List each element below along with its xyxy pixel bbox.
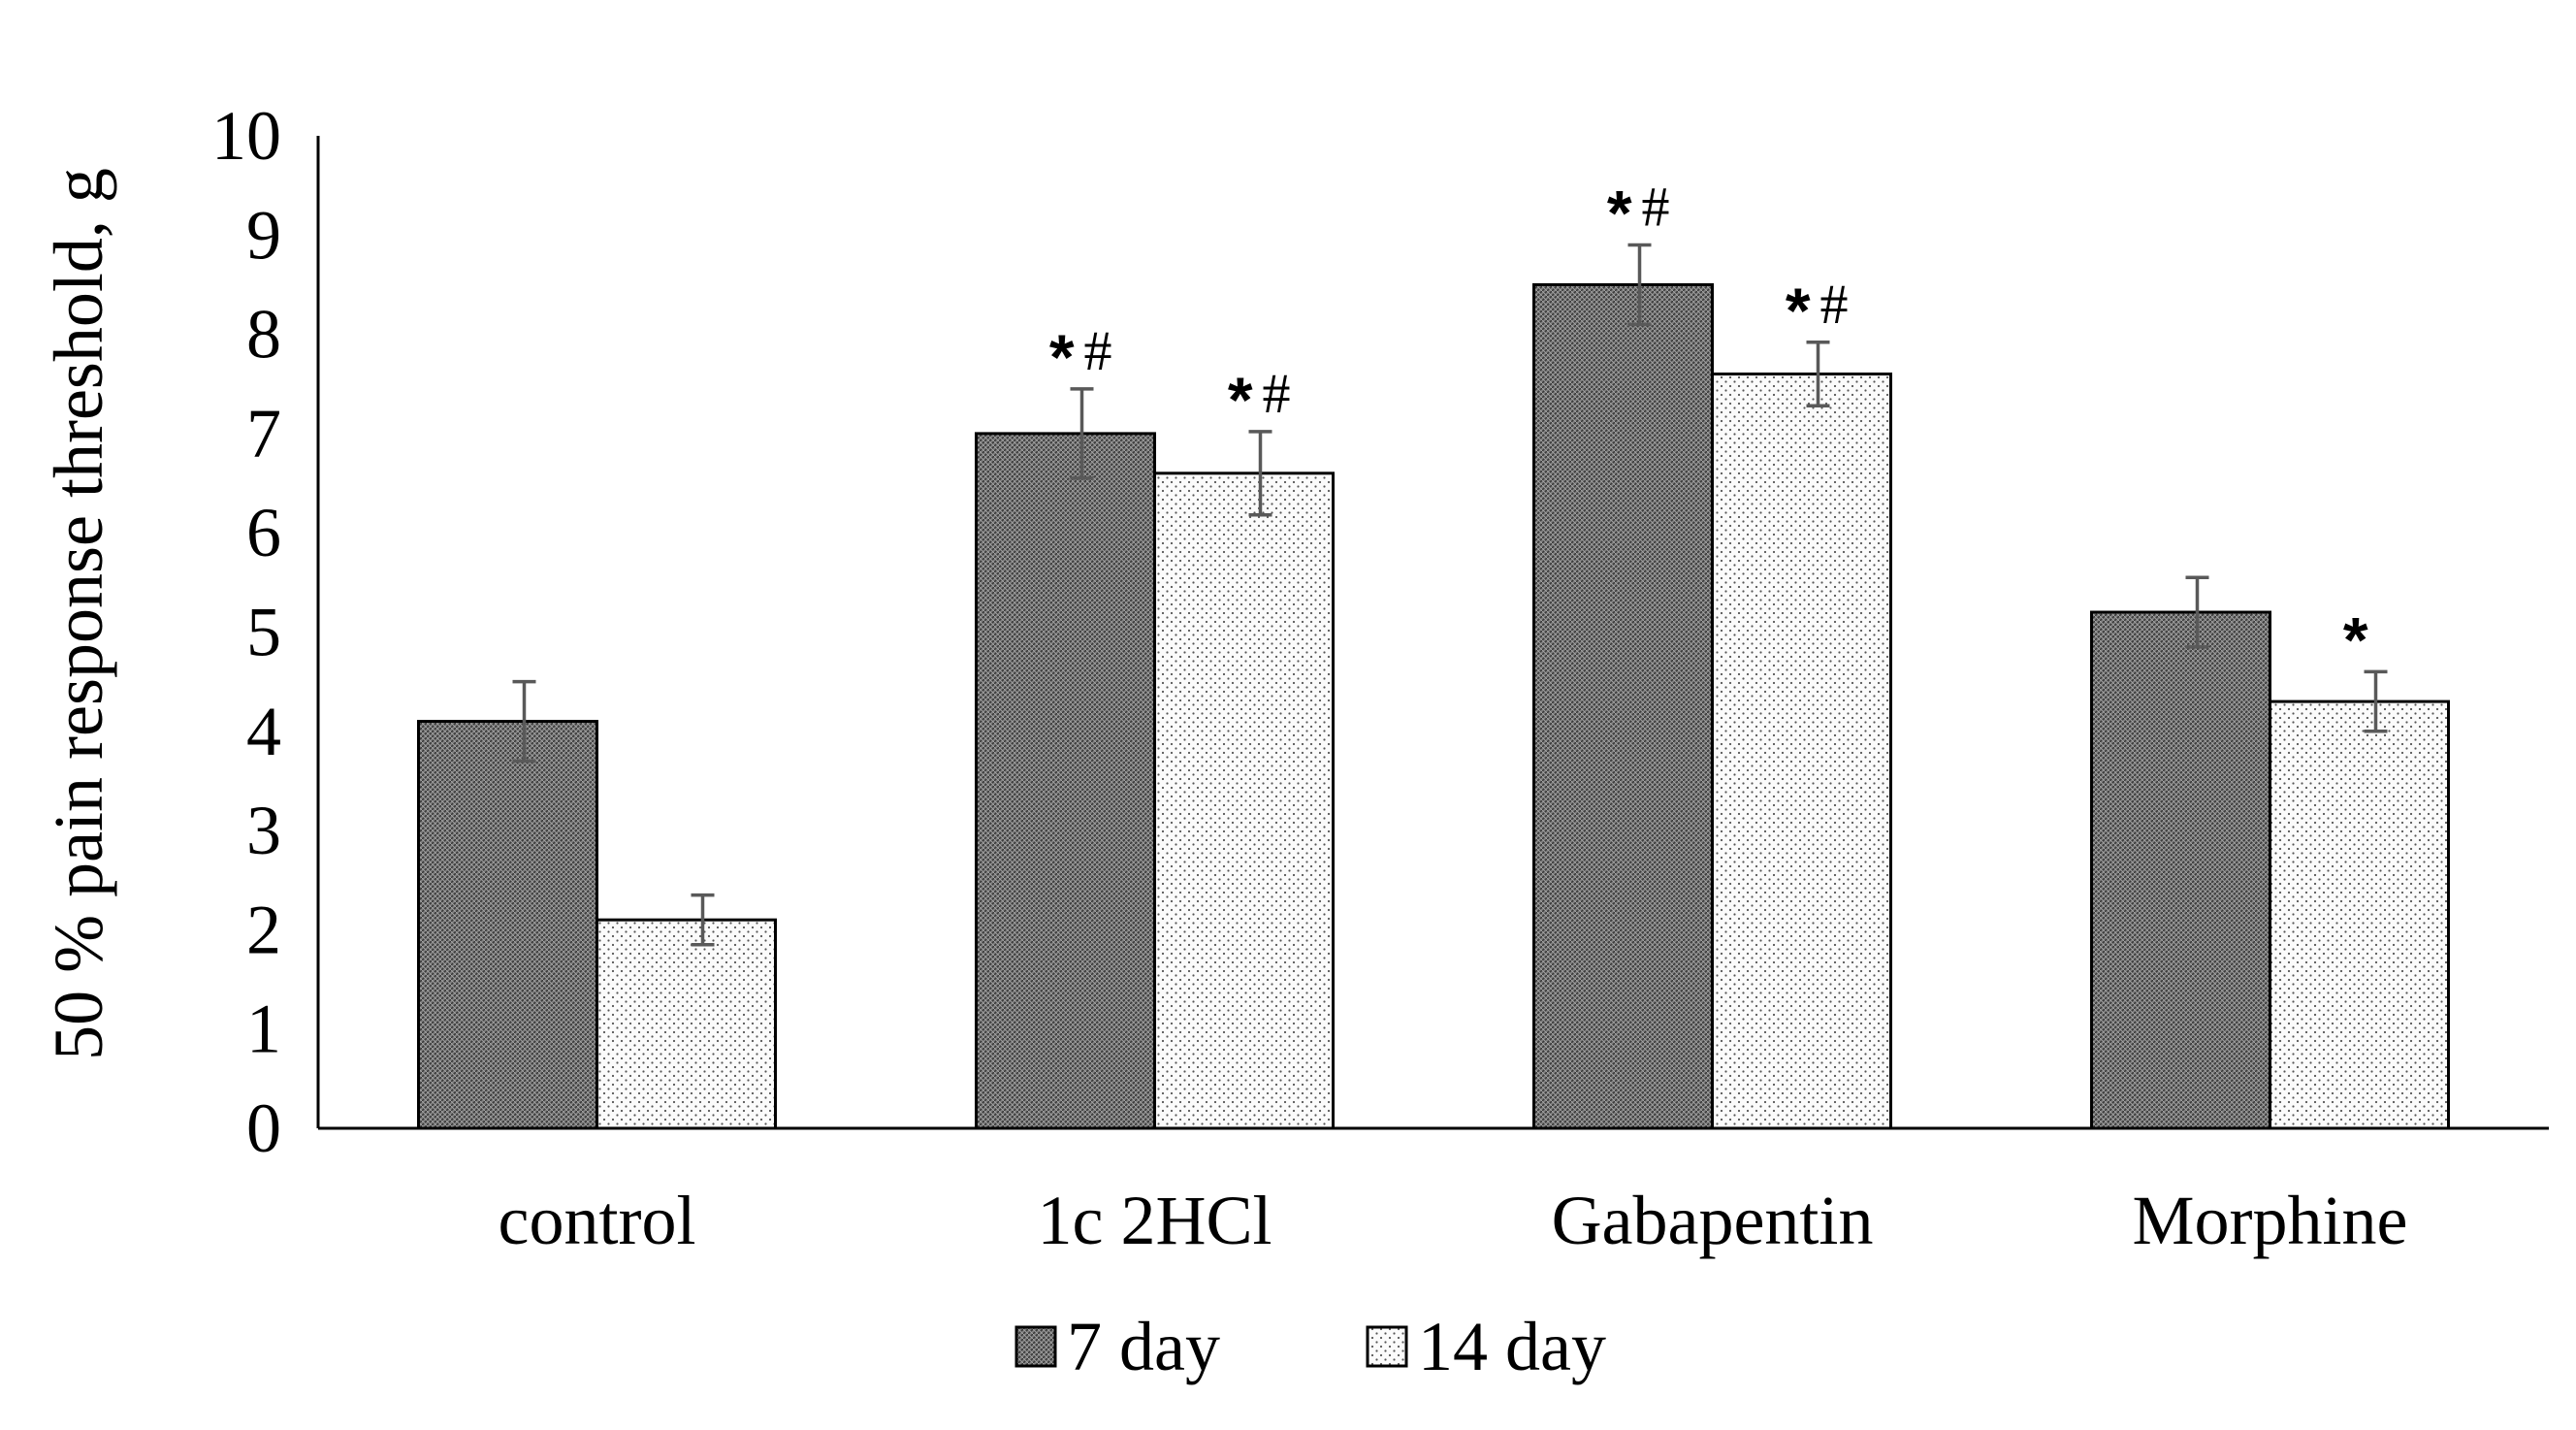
y-tick-label: 5: [246, 594, 281, 671]
significance-star: *: [1607, 178, 1632, 249]
legend-swatch-14day: [1366, 1325, 1408, 1368]
legend-label-14day: 14 day: [1418, 1308, 1606, 1385]
significance-hash: #: [1642, 176, 1670, 239]
x-tick-label: 1c 2HCl: [1038, 1182, 1272, 1259]
significance-hash: #: [1263, 362, 1291, 425]
y-tick-label: 6: [246, 494, 281, 571]
x-tick-label: control: [499, 1182, 696, 1259]
bar-7day: [1532, 282, 1714, 1130]
legend: 7 day 14 day: [1014, 1308, 1606, 1385]
y-axis-title: 50 % pain response threshold, g: [40, 168, 117, 1060]
legend-label-7day: 7 day: [1067, 1308, 1220, 1385]
x-tick-label: Morphine: [2133, 1182, 2408, 1259]
significance-star: *: [2343, 603, 2368, 675]
y-tick-label: 1: [246, 991, 281, 1068]
y-tick-label: 4: [246, 693, 281, 770]
bar-14day: [2269, 699, 2450, 1130]
bar-7day: [2090, 610, 2271, 1130]
significance-star: *: [1786, 275, 1811, 346]
significance-hash: #: [1084, 319, 1112, 382]
x-tick-label: Gabapentin: [1552, 1182, 1874, 1259]
bar-14day: [596, 918, 777, 1130]
y-tick-label: 7: [246, 395, 281, 472]
significance-star: *: [1049, 321, 1075, 393]
bar-14day: [1153, 471, 1335, 1130]
y-axis-label: 50 % pain response threshold, g: [40, 168, 117, 1060]
y-tick-label: 3: [246, 792, 281, 869]
bar-14day: [1711, 373, 1892, 1130]
y-tick-label: 10: [211, 97, 281, 175]
bar-7day: [417, 720, 598, 1130]
y-tick-label: 9: [246, 196, 281, 274]
significance-star: *: [1228, 364, 1253, 436]
y-tick-label: 8: [246, 296, 281, 374]
y-tick-label: 2: [246, 891, 281, 968]
bar-7day: [975, 432, 1156, 1130]
legend-swatch-7day: [1014, 1325, 1057, 1368]
significance-hash: #: [1820, 273, 1849, 336]
y-tick-label: 0: [246, 1089, 281, 1167]
